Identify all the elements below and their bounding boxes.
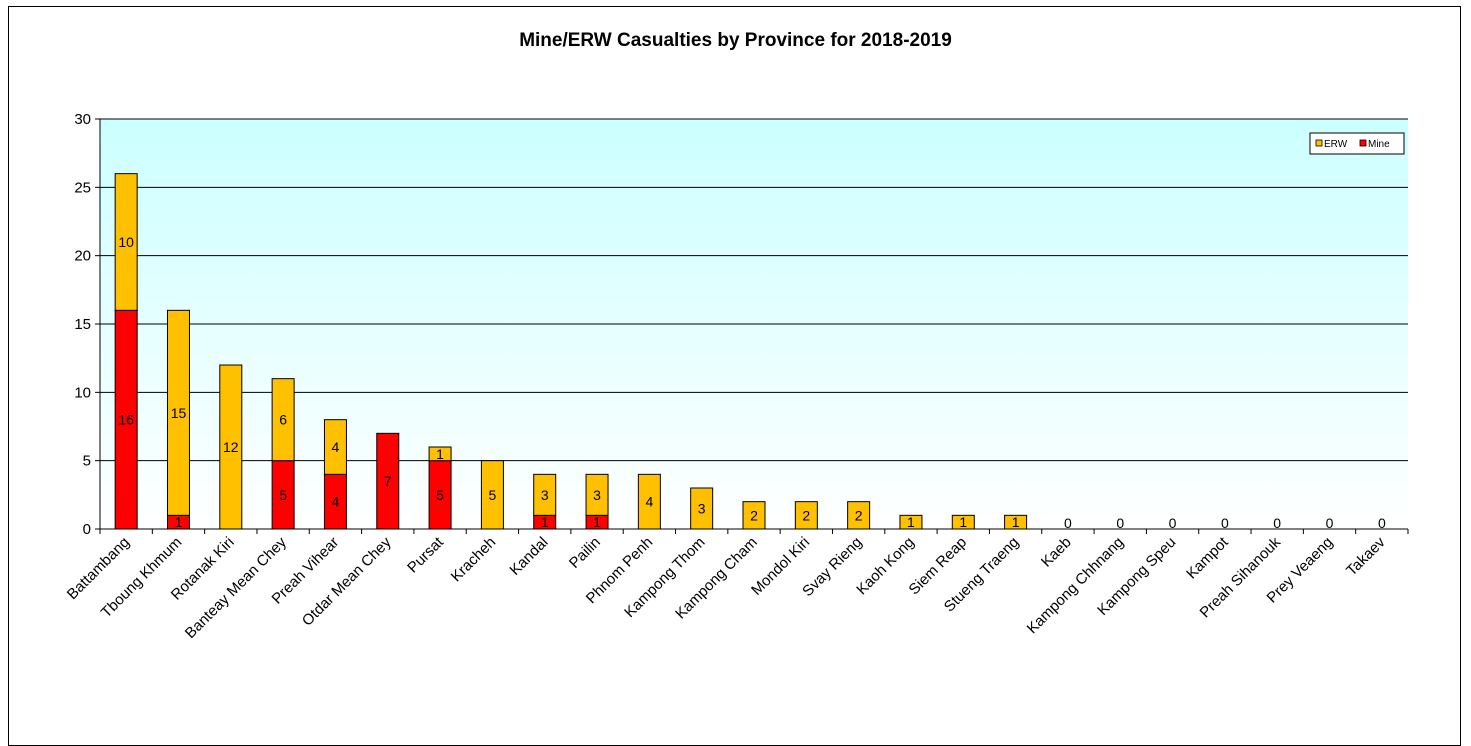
- data-label: 2: [855, 507, 863, 523]
- data-label: 5: [489, 487, 497, 503]
- data-label: 1: [593, 514, 601, 530]
- x-tick-label: Kampot: [1183, 533, 1232, 582]
- data-label: 0: [1273, 515, 1281, 531]
- y-tick-label: 30: [74, 111, 91, 128]
- data-label: 0: [1326, 515, 1334, 531]
- data-label: 1: [959, 514, 967, 530]
- x-tick-label: Kandal: [506, 534, 551, 579]
- data-label: 3: [698, 501, 706, 517]
- y-tick-label: 5: [83, 453, 91, 470]
- legend-label-mine: Mine: [1368, 139, 1390, 150]
- data-label: 0: [1169, 515, 1177, 531]
- bar-erw: [428, 446, 452, 462]
- bar-erw: [480, 460, 504, 530]
- data-label: 2: [802, 507, 810, 523]
- x-tick-label: Kracheh: [448, 534, 500, 586]
- legend-swatch-erw: [1315, 139, 1323, 147]
- bar-erw: [271, 378, 295, 462]
- y-tick-label: 25: [74, 179, 91, 196]
- x-tick-label: Pailin: [566, 534, 604, 572]
- data-label: 4: [332, 494, 340, 510]
- bar-erw: [847, 501, 871, 530]
- data-label: 12: [223, 439, 239, 455]
- x-tick-label: Pursat: [404, 533, 447, 576]
- data-label: 3: [593, 487, 601, 503]
- data-label: 3: [541, 487, 549, 503]
- bar-erw: [166, 309, 190, 516]
- data-label: 15: [171, 405, 187, 421]
- data-label: 0: [1116, 515, 1124, 531]
- legend-swatch-mine: [1359, 139, 1367, 147]
- bar-erw: [323, 419, 347, 475]
- data-label: 1: [541, 514, 549, 530]
- data-label: 1: [436, 446, 444, 462]
- data-label: 7: [384, 473, 392, 489]
- data-label: 16: [118, 412, 134, 428]
- y-tick-label: 10: [74, 384, 91, 401]
- data-label: 10: [118, 234, 134, 250]
- bar-erw: [219, 364, 243, 530]
- legend-box: [1309, 132, 1405, 155]
- bar-erw: [637, 473, 661, 530]
- legend-label-erw: ERW: [1324, 139, 1348, 150]
- bar-mine: [376, 432, 400, 530]
- data-label: 5: [436, 487, 444, 503]
- data-label: 0: [1221, 515, 1229, 531]
- y-tick-label: 15: [74, 316, 91, 333]
- bar-erw: [585, 473, 609, 516]
- data-label: 1: [1012, 514, 1020, 530]
- data-label: 1: [907, 514, 915, 530]
- bar-erw: [1004, 514, 1028, 530]
- bar-erw: [742, 501, 766, 530]
- legend: ERW Mine: [1309, 132, 1405, 155]
- data-label: 4: [332, 439, 340, 455]
- bar-erw: [794, 501, 818, 530]
- y-tick-label: 0: [83, 521, 91, 538]
- data-label: 5: [279, 487, 287, 503]
- bar-erw: [951, 514, 975, 530]
- bar-erw: [690, 487, 714, 530]
- data-label: 2: [750, 507, 758, 523]
- x-tick-label: Otdar Mean Chey: [299, 533, 395, 629]
- y-tick-label: 20: [74, 248, 91, 265]
- x-tick-label: Banteay Mean Chey: [182, 533, 290, 641]
- data-label: 1: [175, 514, 183, 530]
- data-label: 4: [645, 494, 653, 510]
- data-label: 6: [279, 412, 287, 428]
- x-tick-label: Kaeb: [1038, 534, 1075, 571]
- bar-erw: [899, 514, 923, 530]
- data-label: 0: [1064, 515, 1072, 531]
- x-tick-label: Takaev: [1343, 533, 1389, 579]
- data-label: 0: [1378, 515, 1386, 531]
- bar-erw: [533, 473, 557, 516]
- bar-erw: [114, 173, 138, 311]
- chart-title: Mine/ERW Casualties by Province for 2018…: [519, 30, 952, 51]
- x-tick-label: Kampong Chhnang: [1024, 534, 1127, 637]
